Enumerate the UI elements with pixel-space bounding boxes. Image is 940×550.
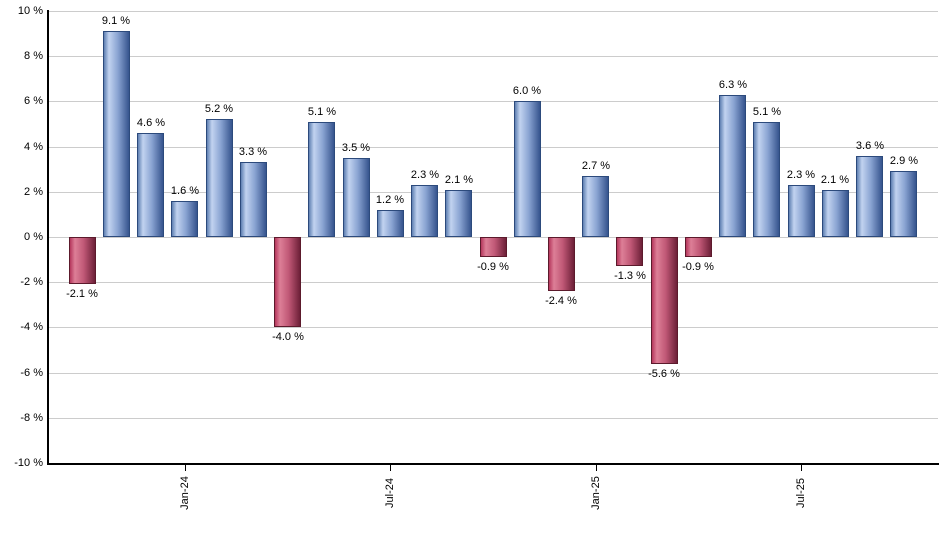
positive-return-bar[interactable] — [890, 171, 917, 237]
x-axis-tick — [185, 465, 186, 471]
x-axis-tick — [801, 465, 802, 471]
positive-return-bar[interactable] — [788, 185, 815, 237]
y-axis-tick-label: -8 % — [20, 412, 43, 424]
x-axis-tick-label: Jul-25 — [795, 478, 807, 508]
y-axis-line — [47, 10, 49, 464]
bar-value-label: -0.9 % — [477, 261, 509, 273]
bar-value-label: 2.7 % — [581, 160, 611, 172]
gridline — [49, 101, 938, 102]
positive-return-bar[interactable] — [206, 119, 233, 237]
positive-return-bar[interactable] — [308, 122, 335, 237]
y-axis-tick-label: -2 % — [20, 276, 43, 288]
bar-value-label: 9.1 % — [101, 15, 131, 27]
positive-return-bar[interactable] — [582, 176, 609, 237]
positive-return-bar[interactable] — [822, 190, 849, 237]
negative-return-bar[interactable] — [274, 237, 301, 327]
bar-value-label: -5.6 % — [648, 368, 680, 380]
bar-value-label: 3.5 % — [341, 142, 371, 154]
bar-value-label: -4.0 % — [272, 331, 304, 343]
gridline — [49, 418, 938, 419]
y-axis-tick-label: -4 % — [20, 321, 43, 333]
bar-value-label: -2.1 % — [66, 288, 98, 300]
positive-return-bar[interactable] — [719, 95, 746, 237]
bar-value-label: 6.3 % — [718, 79, 748, 91]
bar-value-label: -2.4 % — [545, 295, 577, 307]
negative-return-bar[interactable] — [685, 237, 712, 257]
bar-value-label: 5.1 % — [752, 106, 782, 118]
y-axis-tick-label: 0 % — [24, 231, 43, 243]
bar-value-label: 3.6 % — [855, 140, 885, 152]
negative-return-bar[interactable] — [548, 237, 575, 291]
positive-return-bar[interactable] — [753, 122, 780, 237]
gridline — [49, 11, 938, 12]
bar-value-label: -0.9 % — [682, 261, 714, 273]
x-axis-tick-label: Jul-24 — [384, 478, 396, 508]
x-axis-tick — [596, 465, 597, 471]
positive-return-bar[interactable] — [103, 31, 130, 237]
gridline — [49, 282, 938, 283]
x-axis-tick-label: Jan-25 — [590, 476, 602, 510]
bar-value-label: 2.1 % — [444, 174, 474, 186]
bar-value-label: 2.3 % — [410, 169, 440, 181]
bar-value-label: 3.3 % — [238, 146, 268, 158]
y-axis-tick-label: -6 % — [20, 367, 43, 379]
y-axis-tick-label: 6 % — [24, 95, 43, 107]
bar-value-label: 2.9 % — [889, 155, 919, 167]
positive-return-bar[interactable] — [240, 162, 267, 237]
negative-return-bar[interactable] — [480, 237, 507, 257]
x-axis-tick-label: Jan-24 — [179, 476, 191, 510]
bar-value-label: 6.0 % — [512, 85, 542, 97]
y-axis-tick-label: 8 % — [24, 50, 43, 62]
bar-value-label: 4.6 % — [136, 117, 166, 129]
positive-return-bar[interactable] — [377, 210, 404, 237]
positive-return-bar[interactable] — [514, 101, 541, 237]
bar-value-label: 1.2 % — [375, 194, 405, 206]
y-axis-tick-label: 10 % — [17, 5, 43, 17]
gridline — [49, 192, 938, 193]
positive-return-bar[interactable] — [856, 156, 883, 237]
positive-return-bar[interactable] — [411, 185, 438, 237]
gridline — [49, 56, 938, 57]
negative-return-bar[interactable] — [69, 237, 96, 284]
negative-return-bar[interactable] — [616, 237, 643, 266]
positive-return-bar[interactable] — [445, 190, 472, 237]
bar-value-label: -1.3 % — [614, 270, 646, 282]
gridline — [49, 327, 938, 328]
bar-value-label: 2.3 % — [786, 169, 816, 181]
bar-value-label: 1.6 % — [170, 185, 200, 197]
y-axis-tick-label: 4 % — [24, 141, 43, 153]
negative-return-bar[interactable] — [651, 237, 678, 364]
x-axis-line — [47, 463, 939, 465]
bar-value-label: 2.1 % — [820, 174, 850, 186]
bar-value-label: 5.2 % — [204, 103, 234, 115]
bar-value-label: 5.1 % — [307, 106, 337, 118]
x-axis-tick — [390, 465, 391, 471]
gridline — [49, 147, 938, 148]
positive-return-bar[interactable] — [137, 133, 164, 237]
gridline — [49, 373, 938, 374]
y-axis-tick-label: 2 % — [24, 186, 43, 198]
positive-return-bar[interactable] — [171, 201, 198, 237]
y-axis-tick-label: -10 % — [14, 457, 43, 469]
positive-return-bar[interactable] — [343, 158, 370, 237]
